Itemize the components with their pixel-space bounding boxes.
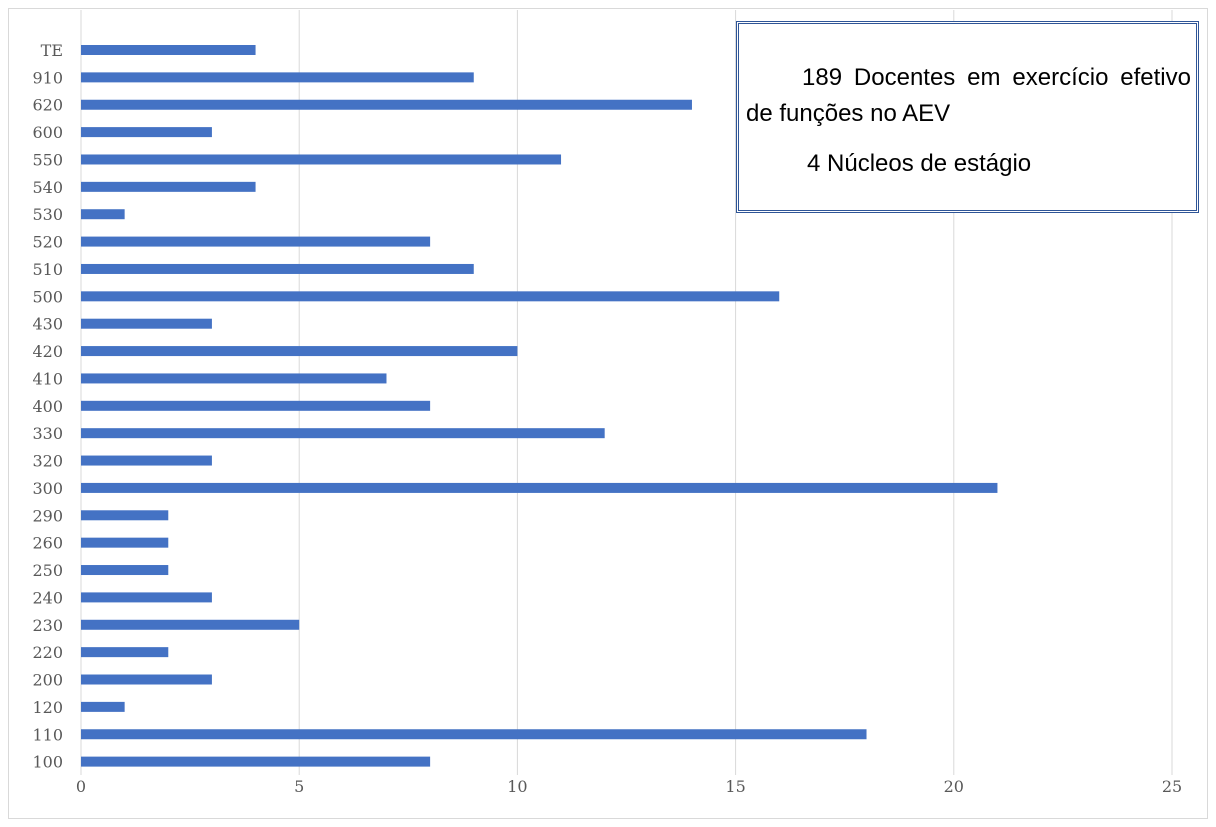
bar-240 [81,592,212,603]
y-tick-label: TE [41,41,63,60]
bar-100 [81,756,431,767]
annotation-teachers-text: 189 Docentes em exercício efetivo de fun… [746,64,1191,127]
y-tick-label: 530 [32,205,63,224]
y-tick-label: 200 [32,671,63,690]
y-tick-label: 220 [32,643,63,662]
bar-430 [81,318,212,329]
y-tick-label: 320 [32,452,63,471]
y-tick-label: 400 [32,397,63,416]
bar-300 [81,482,998,493]
bar-110 [81,729,867,740]
bar-910 [81,72,474,83]
bar-420 [81,346,518,357]
y-tick-label: 100 [32,753,63,772]
y-tick-label: 540 [32,178,63,197]
bar-260 [81,537,169,548]
bar-220 [81,647,169,658]
chart-area [8,8,1208,819]
bar-620 [81,99,692,110]
annotation-box: 189 Docentes em exercício efetivo de fun… [736,21,1199,213]
bar-600 [81,127,212,138]
y-tick-label: 600 [32,123,63,142]
y-tick-label: 430 [32,315,63,334]
bar-330 [81,428,605,439]
bar-te [81,45,256,55]
bar-230 [81,619,300,630]
bar-410 [81,373,387,384]
bar-500 [81,291,780,302]
x-axis-labels: 0 5 10 15 20 25 [76,777,1182,796]
bar-200 [81,674,212,685]
bar-250 [81,565,169,576]
bar-540 [81,181,256,192]
x-tick-label: 20 [944,777,964,796]
y-tick-label: 520 [32,233,63,252]
bar-520 [81,236,431,247]
y-tick-label: 510 [32,260,63,279]
x-tick-label: 10 [507,777,527,796]
y-tick-label: 410 [32,369,63,388]
y-tick-label: 240 [32,588,63,607]
y-tick-label: 620 [32,96,63,115]
y-tick-label: 250 [32,561,63,580]
y-tick-label: 230 [32,616,63,635]
x-tick-label: 0 [76,777,86,796]
bar-120 [81,701,125,712]
y-tick-label: 500 [32,287,63,306]
y-tick-label: 910 [32,68,63,87]
y-tick-label: 420 [32,342,63,361]
y-tick-label: 120 [32,698,63,717]
x-tick-label: 25 [1162,777,1182,796]
annotation-internship-text: 4 Núcleos de estágio [807,150,1032,177]
bar-290 [81,510,169,521]
bars [81,45,998,767]
y-axis-labels: 100 110 120 200 220 230 240 250 260 290 300 320 330 4… [32,41,63,772]
bar-400 [81,400,431,411]
y-tick-label: 260 [32,534,63,553]
x-tick-label: 5 [294,777,304,796]
y-tick-label: 330 [32,424,63,443]
x-tick-label: 15 [725,777,745,796]
bar-510 [81,263,474,274]
y-tick-label: 110 [32,725,63,744]
bar-320 [81,455,212,466]
bar-530 [81,209,125,220]
y-tick-label: 300 [32,479,63,498]
bar-550 [81,154,562,165]
y-tick-label: 290 [32,506,63,525]
y-tick-label: 550 [32,150,63,169]
